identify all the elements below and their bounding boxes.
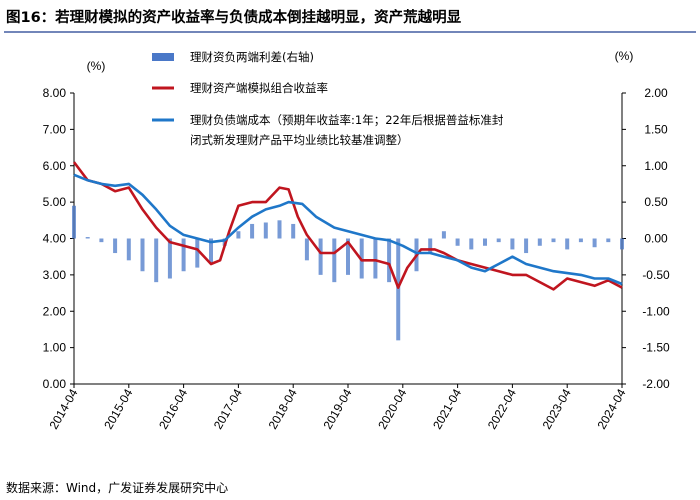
left-tick-label: 3.00: [43, 268, 67, 282]
spread-bar: [263, 222, 268, 239]
title-block: 图16：若理财模拟的资产收益率与负债成本倒挂越明显，资产荒越明显: [4, 8, 696, 33]
left-tick-label: 7.00: [43, 122, 67, 136]
x-tick-label: 2018-04: [266, 386, 300, 431]
spread-bar: [469, 238, 474, 250]
spread-bar: [154, 238, 159, 283]
left-tick-label: 2.00: [43, 304, 67, 318]
spread-bar: [441, 231, 446, 239]
spread-bar: [606, 238, 611, 243]
spread-bar: [113, 238, 118, 254]
spread-bar: [551, 238, 556, 243]
legend-item-asset: 理财资产端模拟组合收益率: [152, 81, 328, 95]
spread-bar: [524, 238, 529, 254]
right-tick-label: -2.00: [642, 377, 670, 391]
plot-area: [72, 93, 624, 385]
spread-bar: [387, 238, 392, 283]
spread-bar: [510, 238, 515, 250]
spread-bar: [373, 238, 378, 279]
spread-bar: [318, 238, 323, 275]
x-tick-label: 2023-04: [540, 386, 574, 431]
right-tick-label: 2.00: [644, 86, 668, 100]
legend-label-cost-line: 理财负债端成本（预期年收益率:1年；22年后根据普益标准封: [190, 113, 504, 127]
legend-label-cost: 理财负债端成本（预期年收益率:1年；22年后根据普益标准封闭式新发理财产品平均业…: [190, 113, 504, 147]
liability-cost-line: [73, 173, 623, 286]
x-tick-label: 2022-04: [485, 386, 519, 431]
x-tick-label: 2020-04: [375, 386, 409, 431]
spread-bar: [537, 238, 542, 246]
spread-bar: [291, 223, 296, 239]
spread-bar: [85, 237, 90, 239]
spread-bar: [140, 238, 145, 272]
left-tick-label: 1.00: [43, 341, 67, 355]
source-note: 数据来源：Wind，广发证券发展研究中心: [6, 480, 228, 495]
spread-bar: [592, 238, 597, 248]
spread-bar: [99, 238, 104, 243]
x-tick-label: 2014-04: [46, 386, 80, 431]
x-tick-label: 2024-04: [594, 386, 628, 431]
spread-bar: [620, 238, 624, 250]
right-tick-label: -1.00: [642, 304, 670, 318]
legend-swatch-spread: [152, 53, 174, 61]
spread-bar: [496, 238, 501, 243]
x-tick-label: 2015-04: [101, 386, 135, 431]
x-axis-ticks: 2014-04 2015-04 2016-04 2017-04 2018-04 2019-…: [46, 384, 629, 432]
left-tick-label: 4.00: [43, 232, 67, 246]
spread-bar: [332, 238, 337, 283]
legend-label-asset: 理财资产端模拟组合收益率: [190, 81, 328, 95]
spread-bar: [167, 238, 172, 279]
left-tick-label: 5.00: [43, 195, 67, 209]
spread-bar: [578, 238, 583, 243]
spread-bar: [250, 223, 255, 239]
spread-bar: [396, 238, 401, 341]
spread-bar: [483, 238, 487, 246]
spread-bar: [126, 238, 131, 261]
left-tick-label: 8.00: [43, 86, 67, 100]
legend-item-cost: 理财负债端成本（预期年收益率:1年；22年后根据普益标准封闭式新发理财产品平均业…: [152, 113, 504, 147]
right-tick-label: 1.50: [644, 122, 668, 136]
right-tick-label: 0.50: [644, 195, 668, 209]
x-tick-label: 2016-04: [156, 386, 190, 431]
right-tick-label: 1.00: [644, 159, 668, 173]
asset-yield-line: [72, 161, 623, 291]
spread-bar: [428, 238, 433, 254]
legend: 理财资负两端利差(右轴) 理财资产端模拟组合收益率 理财负债端成本（预期年收益率…: [152, 50, 504, 147]
right-tick-label: -1.50: [642, 341, 670, 355]
left-tick-label: 6.00: [43, 159, 67, 173]
right-axis-unit: (%): [615, 49, 634, 63]
legend-item-spread: 理财资负两端利差(右轴): [152, 50, 314, 64]
right-tick-label: 0.00: [644, 232, 668, 246]
left-axis-unit: (%): [87, 59, 106, 73]
spread-bar: [236, 231, 241, 239]
spread-bar: [304, 238, 309, 261]
spread-bar: [565, 238, 570, 250]
spread-bar: [209, 238, 213, 264]
right-axis-ticks: -2.00 -1.50 -1.00 -0.50 0.00 0.50 1.00 1.50 2.00: [622, 86, 670, 391]
left-axis-ticks: 0.00 1.00 2.00 3.00 4.00 5.00 6.00 7.00 8.00: [43, 86, 74, 391]
x-tick-label: 2017-04: [211, 386, 245, 431]
spread-bar: [72, 205, 76, 239]
legend-label-spread: 理财资负两端利差(右轴): [190, 50, 314, 64]
spread-bar: [195, 238, 200, 268]
right-tick-label: -0.50: [642, 268, 670, 282]
figure-title: 图16：若理财模拟的资产收益率与负债成本倒挂越明显，资产荒越明显: [6, 8, 462, 26]
left-tick-label: 0.00: [43, 377, 67, 391]
spread-bar: [455, 238, 460, 246]
spread-bar: [277, 220, 282, 239]
spread-bar: [181, 238, 186, 272]
spread-bar: [346, 238, 350, 275]
x-tick-label: 2019-04: [320, 386, 354, 431]
x-tick-label: 2021-04: [430, 386, 464, 431]
legend-label-cost-line: 闭式新发理财产品平均业绩比较基准调整）: [190, 133, 409, 147]
